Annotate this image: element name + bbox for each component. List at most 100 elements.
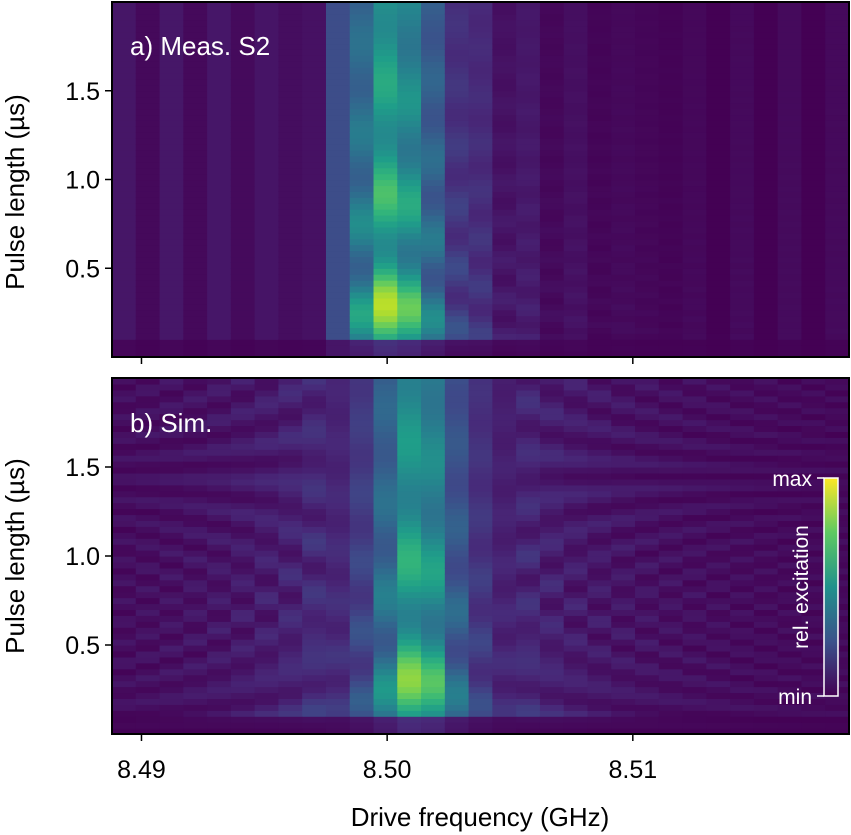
heatmap-cell	[611, 490, 636, 498]
heatmap-cell	[421, 333, 446, 340]
heatmap-cell	[421, 43, 446, 50]
heatmap-cell	[444, 467, 470, 474]
heatmap-cell	[397, 286, 422, 293]
heatmap-cell	[611, 226, 636, 234]
heatmap-cell	[207, 138, 232, 145]
heatmap-cell	[682, 19, 707, 27]
heatmap-cell	[373, 161, 398, 169]
heatmap-cell	[183, 96, 208, 104]
heatmap-cell	[563, 591, 589, 599]
heatmap-cell	[444, 351, 470, 358]
heatmap-cell	[302, 467, 327, 474]
heatmap-cell	[658, 333, 684, 340]
heatmap-cell	[777, 526, 803, 533]
heatmap-cell	[730, 327, 755, 334]
heatmap-cell	[777, 327, 803, 334]
heatmap-cell	[468, 138, 493, 145]
heatmap-cell	[635, 84, 660, 92]
heatmap-cell	[278, 327, 303, 334]
heatmap-cell	[753, 191, 779, 198]
heatmap-cell	[397, 203, 422, 210]
heatmap-cell	[753, 437, 779, 444]
heatmap-cell	[373, 443, 398, 450]
heatmap-cell	[730, 585, 755, 593]
heatmap-cell	[373, 274, 398, 281]
heatmap-cell	[730, 490, 755, 498]
heatmap-cell	[112, 383, 137, 391]
heatmap-cell	[135, 561, 161, 569]
heatmap-cell	[302, 461, 327, 468]
heatmap-cell	[325, 244, 351, 252]
heatmap-cell	[159, 138, 184, 145]
heatmap-cell	[349, 656, 375, 664]
heatmap-cell	[325, 43, 351, 50]
heatmap-cell	[468, 274, 493, 281]
heatmap-cell	[278, 96, 303, 104]
heatmap-cell	[706, 567, 731, 575]
heatmap-cell	[112, 728, 137, 735]
heatmap-cell	[635, 407, 660, 415]
heatmap-cell	[587, 244, 612, 252]
heatmap-cell	[421, 78, 446, 86]
heatmap-cell	[753, 2, 779, 9]
heatmap-cell	[777, 31, 803, 39]
heatmap-cell	[516, 167, 541, 175]
heatmap-cell	[611, 179, 636, 187]
heatmap-cell	[325, 728, 351, 735]
heatmap-cell	[539, 144, 565, 151]
heatmap-cell	[230, 591, 256, 599]
heatmap-cell	[492, 722, 517, 729]
heatmap-cell	[492, 96, 517, 104]
heatmap-cell	[135, 61, 161, 68]
heatmap-cell	[397, 478, 422, 486]
heatmap-cell	[492, 472, 517, 480]
heatmap-cell	[183, 502, 208, 510]
heatmap-cell	[801, 378, 826, 385]
heatmap-cell	[587, 585, 612, 593]
heatmap-cell	[444, 132, 470, 139]
heatmap-cell	[682, 43, 707, 50]
heatmap-cell	[706, 73, 731, 80]
heatmap-cell	[658, 297, 684, 305]
heatmap-cell	[325, 609, 351, 616]
heatmap-cell	[777, 461, 803, 468]
heatmap-cell	[492, 126, 517, 133]
heatmap-cell	[373, 132, 398, 139]
heatmap-cell	[801, 645, 826, 652]
heatmap-cell	[207, 532, 232, 539]
heatmap-cell	[349, 321, 375, 329]
heatmap-cell	[730, 419, 755, 427]
heatmap-cell	[302, 538, 327, 545]
heatmap-cell	[159, 351, 184, 358]
heatmap-cell	[278, 567, 303, 575]
heatmap-cell	[539, 621, 565, 628]
heatmap-cell	[444, 668, 470, 676]
heatmap-cell	[468, 132, 493, 139]
heatmap-cell	[753, 656, 779, 664]
heatmap-cell	[635, 280, 660, 287]
heatmap-cell	[254, 627, 280, 634]
heatmap-cell	[516, 215, 541, 222]
heatmap-cell	[278, 716, 303, 723]
heatmap-cell	[706, 351, 731, 358]
heatmap-cell	[753, 19, 779, 27]
heatmap-cell	[373, 327, 398, 334]
heatmap-cell	[135, 114, 161, 121]
heatmap-cell	[468, 490, 493, 498]
heatmap-cell	[611, 197, 636, 204]
heatmap-cell	[635, 556, 660, 563]
heatmap-cell	[539, 526, 565, 533]
heatmap-cell	[587, 55, 612, 62]
heatmap-cell	[753, 413, 779, 421]
x-axis-label: Drive frequency (GHz)	[351, 802, 610, 832]
heatmap-cell	[421, 108, 446, 116]
heatmap-cell	[563, 573, 589, 581]
heatmap-cell	[159, 108, 184, 116]
heatmap-cell	[421, 615, 446, 622]
heatmap-cell	[587, 321, 612, 329]
heatmap-column	[753, 2, 779, 358]
heatmap-cell	[635, 315, 660, 323]
heatmap-cell	[230, 556, 256, 563]
heatmap-cell	[492, 309, 517, 317]
heatmap-cell	[135, 591, 161, 599]
